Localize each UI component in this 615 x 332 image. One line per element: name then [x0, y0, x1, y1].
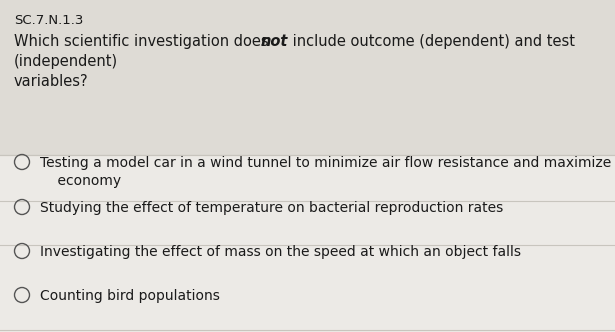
Text: include outcome (dependent) and test: include outcome (dependent) and test: [288, 34, 575, 49]
Text: Testing a model car in a wind tunnel to minimize air flow resistance and maximiz: Testing a model car in a wind tunnel to …: [40, 156, 615, 188]
Text: Counting bird populations: Counting bird populations: [40, 289, 220, 303]
Text: (independent): (independent): [14, 54, 118, 69]
Text: variables?: variables?: [14, 74, 89, 89]
Bar: [0, 155, 615, 332]
Text: not: not: [261, 34, 288, 49]
Text: Investigating the effect of mass on the speed at which an object falls: Investigating the effect of mass on the …: [40, 245, 521, 259]
Text: Studying the effect of temperature on bacterial reproduction rates: Studying the effect of temperature on ba…: [40, 201, 503, 215]
Text: SC.7.N.1.3: SC.7.N.1.3: [14, 14, 84, 27]
Bar: [0, 0, 615, 155]
Text: Which scientific investigation does: Which scientific investigation does: [14, 34, 273, 49]
